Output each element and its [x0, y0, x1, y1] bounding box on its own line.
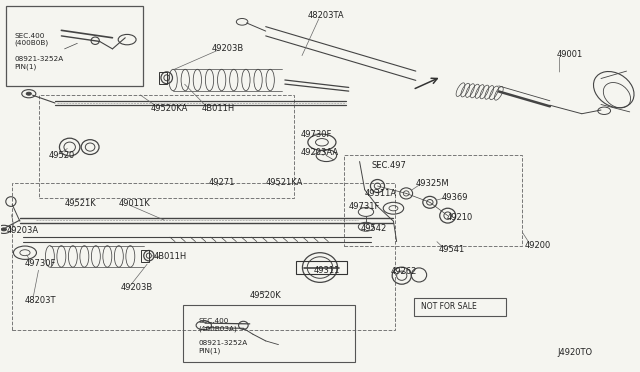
- Text: 48203TA: 48203TA: [307, 11, 344, 20]
- Bar: [182, 305, 355, 362]
- Text: 49011K: 49011K: [119, 199, 150, 208]
- Text: 49325M: 49325M: [416, 179, 449, 187]
- Bar: [159, 72, 167, 84]
- Bar: [344, 155, 522, 246]
- Bar: [6, 6, 143, 86]
- Circle shape: [1, 228, 6, 231]
- Text: 49542: 49542: [360, 224, 387, 233]
- Text: J4920TO: J4920TO: [557, 348, 593, 357]
- Text: 49311A: 49311A: [365, 189, 397, 198]
- Text: 49541: 49541: [439, 244, 465, 253]
- Bar: [39, 95, 294, 198]
- Text: 4B011H: 4B011H: [154, 252, 188, 261]
- Text: 49730F: 49730F: [301, 129, 332, 139]
- Text: 48203T: 48203T: [25, 296, 56, 305]
- Text: 49203B: 49203B: [211, 44, 244, 53]
- Text: 49203AA: 49203AA: [301, 148, 339, 157]
- Text: NOT FOR SALE: NOT FOR SALE: [421, 302, 477, 311]
- Text: 49520KA: 49520KA: [151, 104, 188, 113]
- Text: 49311: 49311: [314, 266, 340, 275]
- Text: 49210: 49210: [447, 213, 473, 222]
- Bar: [414, 298, 506, 317]
- Text: 49262: 49262: [390, 267, 417, 276]
- Text: 49203B: 49203B: [121, 283, 153, 292]
- Text: SEC.400
(400B03A): SEC.400 (400B03A): [198, 318, 237, 332]
- Text: 49731F: 49731F: [349, 202, 380, 211]
- Text: 49203A: 49203A: [7, 226, 39, 235]
- Text: 49001: 49001: [556, 50, 582, 59]
- Text: 49271: 49271: [208, 178, 235, 187]
- Bar: [12, 183, 395, 330]
- Text: 49521K: 49521K: [65, 199, 96, 208]
- Bar: [141, 250, 149, 262]
- Text: 49520K: 49520K: [250, 291, 282, 300]
- Text: SEC.400
(400B0B): SEC.400 (400B0B): [15, 33, 49, 46]
- Text: 49200: 49200: [524, 241, 550, 250]
- Text: SEC.497: SEC.497: [371, 161, 406, 170]
- Bar: [296, 261, 347, 274]
- Text: 49730F: 49730F: [25, 259, 56, 268]
- Text: 08921-3252A
PIN(1): 08921-3252A PIN(1): [15, 56, 64, 70]
- Text: 49520: 49520: [49, 151, 75, 160]
- Text: 49369: 49369: [442, 193, 468, 202]
- Text: 49521KA: 49521KA: [266, 178, 303, 187]
- Circle shape: [26, 92, 31, 95]
- Text: 4B011H: 4B011H: [202, 104, 235, 113]
- Text: 08921-3252A
PIN(1): 08921-3252A PIN(1): [198, 340, 248, 354]
